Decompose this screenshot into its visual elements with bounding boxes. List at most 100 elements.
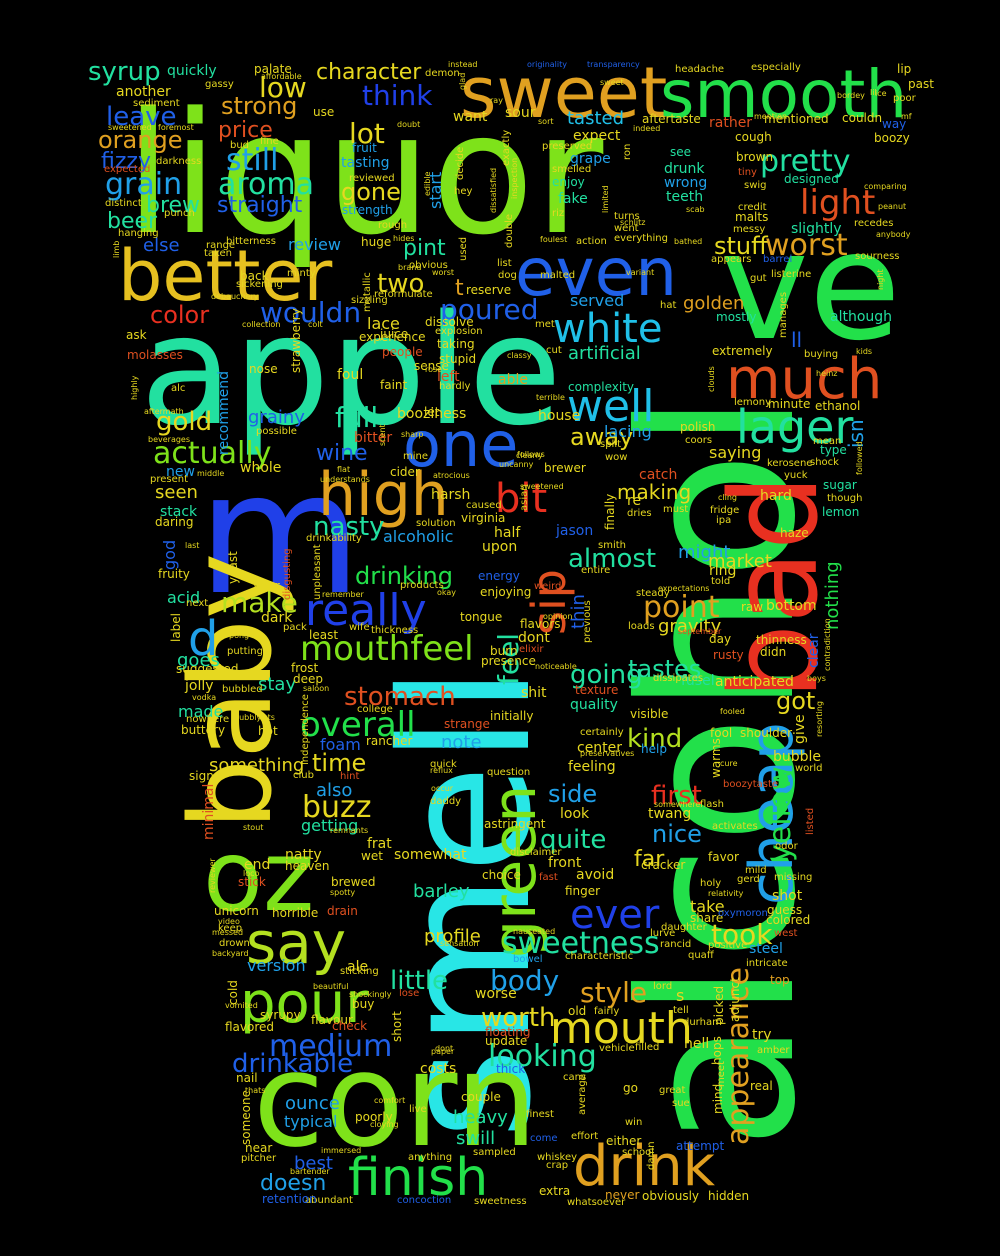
word: fruit <box>352 141 377 155</box>
word: finest <box>526 1109 554 1120</box>
word: ice <box>875 89 887 98</box>
word: gerd <box>737 874 760 885</box>
word: took <box>711 918 773 951</box>
word: body <box>490 964 559 997</box>
word: mostly <box>716 310 756 324</box>
word: sampled <box>473 1147 516 1158</box>
word: great <box>659 1085 686 1096</box>
word: appears <box>711 254 751 265</box>
word: nail <box>236 1071 258 1085</box>
word: relativity <box>708 889 744 898</box>
word: lager <box>736 400 853 454</box>
word: sickening <box>236 279 283 290</box>
word: note <box>441 732 482 753</box>
word: drunk <box>664 161 705 177</box>
word: alcohol <box>595 392 842 1150</box>
word: lurve <box>650 928 675 939</box>
word: drinking <box>355 562 453 590</box>
word: palate <box>254 62 292 76</box>
word: sweetened <box>108 123 152 132</box>
word: win <box>625 1117 642 1128</box>
word: price <box>218 118 273 143</box>
word: ring <box>709 563 736 579</box>
word: horrible <box>272 906 318 920</box>
word: fast <box>539 872 558 883</box>
word: hot <box>258 724 278 738</box>
word: didn <box>760 645 786 659</box>
word: credit <box>738 202 767 213</box>
word: presence <box>481 654 536 668</box>
word: never <box>605 1188 639 1202</box>
word: mentioned <box>764 112 829 126</box>
word: cider <box>390 465 420 479</box>
word: limited <box>601 185 610 213</box>
word: raw <box>741 600 763 614</box>
word: aftermath <box>144 407 184 416</box>
word: spotty <box>330 888 355 897</box>
word: one <box>403 408 518 481</box>
word: taking <box>437 337 475 351</box>
word: vodka <box>192 693 216 702</box>
word: stupid <box>439 352 476 366</box>
word: wet <box>361 849 383 863</box>
word: glad <box>458 73 467 90</box>
word: hides <box>393 234 414 243</box>
word: headache <box>675 64 724 75</box>
word: pong <box>229 631 249 640</box>
word: feeling <box>568 759 616 775</box>
word: sugar <box>823 478 857 492</box>
word: sweetness <box>502 926 660 961</box>
word: video <box>218 917 240 926</box>
word: end <box>244 857 270 873</box>
word: swill <box>456 1128 495 1149</box>
word: scent <box>378 424 387 446</box>
word: clouds <box>707 366 716 392</box>
word: coors <box>685 435 712 446</box>
word: bubbled <box>222 684 263 695</box>
word: twang <box>648 806 691 822</box>
word: holy <box>700 878 721 889</box>
word: initially <box>490 709 533 723</box>
word: come <box>530 1133 558 1144</box>
word: re <box>627 493 641 509</box>
word: boozy <box>874 131 910 145</box>
word: gone <box>341 178 401 206</box>
word: minute <box>768 397 810 411</box>
word: fridge <box>710 505 739 516</box>
word: sweetness <box>474 1196 527 1207</box>
word: dont <box>435 1044 453 1053</box>
word: variant <box>626 268 654 277</box>
word: obviously <box>642 1189 699 1203</box>
word: ounce <box>285 1093 340 1114</box>
word: slightly <box>791 221 842 237</box>
word: resorting <box>815 701 824 737</box>
word: straight <box>217 193 303 218</box>
word: nice <box>652 820 702 848</box>
word: baby <box>167 553 297 830</box>
word: front <box>548 855 582 871</box>
word: demon <box>425 68 460 79</box>
word: gassy <box>205 79 234 90</box>
word: market <box>708 551 772 572</box>
word: worse <box>475 986 517 1002</box>
word: present <box>150 474 188 485</box>
word: keep <box>218 923 242 934</box>
word: polish <box>680 420 715 434</box>
word: hanging <box>118 228 159 239</box>
word: rough <box>378 220 407 231</box>
word: catch <box>639 467 677 483</box>
word: manages <box>778 292 789 338</box>
word: bowel <box>513 954 543 965</box>
word: lord <box>653 981 672 992</box>
word: hops <box>710 1036 724 1065</box>
word: check <box>332 1019 367 1033</box>
word: aftertaste <box>642 112 701 126</box>
word: experience <box>359 330 426 344</box>
word: hard <box>760 488 792 504</box>
word: bud <box>230 140 249 151</box>
word: ve <box>720 200 901 374</box>
word: syrupy <box>260 1008 301 1022</box>
word: virginia <box>461 511 505 525</box>
word: oz <box>203 820 314 934</box>
